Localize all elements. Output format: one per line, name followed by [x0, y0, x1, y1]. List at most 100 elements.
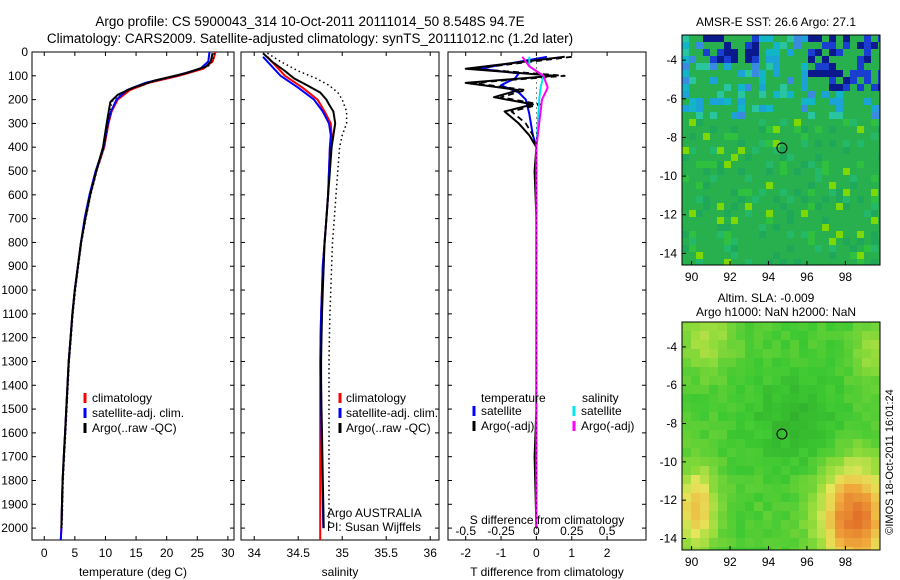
map-cell — [752, 84, 760, 92]
map-cell — [738, 210, 746, 218]
map-cell — [815, 168, 823, 176]
map-cell — [801, 224, 809, 232]
map-cell — [700, 439, 710, 449]
map-cell — [843, 154, 851, 162]
map-cell — [773, 203, 781, 211]
map-cell — [780, 154, 788, 162]
map-cell — [754, 493, 764, 503]
map-cell — [754, 403, 764, 413]
map-cell — [682, 196, 690, 204]
map-cell — [718, 466, 728, 476]
map-cell — [864, 217, 872, 225]
map-cell — [843, 175, 851, 183]
map-cell — [822, 91, 830, 99]
map-cell — [815, 119, 823, 127]
map-cell — [808, 520, 818, 530]
map-cell — [754, 484, 764, 494]
map-cell — [844, 484, 854, 494]
map-cell — [817, 322, 827, 332]
map-cell — [709, 457, 719, 467]
map-cell — [766, 252, 774, 260]
map-cell — [815, 105, 823, 113]
map-cell — [790, 430, 800, 440]
map-cell — [759, 140, 767, 148]
map-cell — [871, 322, 881, 332]
map-cell — [790, 394, 800, 404]
map-cell — [689, 77, 697, 85]
map-cell — [864, 77, 872, 85]
map-cell — [822, 154, 830, 162]
map-cell — [682, 140, 690, 148]
map-cell — [817, 430, 827, 440]
map-cell — [752, 252, 760, 260]
map-cell — [801, 196, 809, 204]
map-cell — [696, 84, 704, 92]
map-cell — [850, 105, 858, 113]
map-cell — [850, 203, 858, 211]
map-cell — [759, 231, 767, 239]
map-cell — [822, 126, 830, 134]
map-cell — [710, 245, 718, 253]
map-cell — [745, 224, 753, 232]
map-cell — [822, 245, 830, 253]
map-cell — [836, 140, 844, 148]
map-cell — [871, 421, 881, 431]
map-cell — [689, 105, 697, 113]
map-cell — [850, 140, 858, 148]
map-cell — [853, 493, 863, 503]
map-cell — [799, 385, 809, 395]
map-cell — [853, 457, 863, 467]
map-cell — [801, 98, 809, 106]
map-cell — [801, 203, 809, 211]
map-cell — [850, 161, 858, 169]
map-cell — [766, 63, 774, 71]
map-cell — [772, 538, 782, 548]
map-cell — [808, 493, 818, 503]
map-cell — [766, 203, 774, 211]
map-cell — [829, 119, 837, 127]
map-cell — [862, 457, 872, 467]
map-cell — [766, 154, 774, 162]
map-cell — [822, 105, 830, 113]
map-cell — [862, 511, 872, 521]
map-cell — [682, 203, 690, 211]
map-y-tick-label: -12 — [660, 208, 678, 222]
map-cell — [691, 439, 701, 449]
x-tick-label: 0 — [41, 546, 48, 560]
map-cell — [829, 210, 837, 218]
map-y-tick-label: -6 — [666, 378, 677, 392]
map-cell — [689, 35, 697, 43]
map-cell — [790, 529, 800, 539]
map-cell — [808, 475, 818, 485]
map-cell — [717, 84, 725, 92]
map-x-tick-label: 98 — [839, 270, 853, 284]
map-cell — [781, 484, 791, 494]
map-cell — [864, 154, 872, 162]
map-cell — [843, 217, 851, 225]
map-cell — [759, 112, 767, 120]
map-cell — [826, 529, 836, 539]
map-cell — [696, 126, 704, 134]
map-cell — [815, 140, 823, 148]
map-cell — [731, 175, 739, 183]
map-cell — [864, 252, 872, 260]
map-cell — [829, 63, 837, 71]
map-cell — [703, 77, 711, 85]
map-cell — [862, 385, 872, 395]
map-cell — [817, 466, 827, 476]
map-cell — [700, 538, 710, 548]
map-cell — [871, 119, 879, 127]
map-cell — [731, 119, 739, 127]
map-cell — [780, 238, 788, 246]
map-x-tick-label: 98 — [839, 555, 853, 569]
map-cell — [731, 217, 739, 225]
map-cell — [817, 475, 827, 485]
map-cell — [836, 63, 844, 71]
map-cell — [682, 520, 692, 530]
map-cell — [717, 196, 725, 204]
map-cell — [815, 259, 823, 266]
map-cell — [822, 259, 830, 266]
map-cell — [745, 154, 753, 162]
map-cell — [799, 349, 809, 359]
map-cell — [790, 520, 800, 530]
